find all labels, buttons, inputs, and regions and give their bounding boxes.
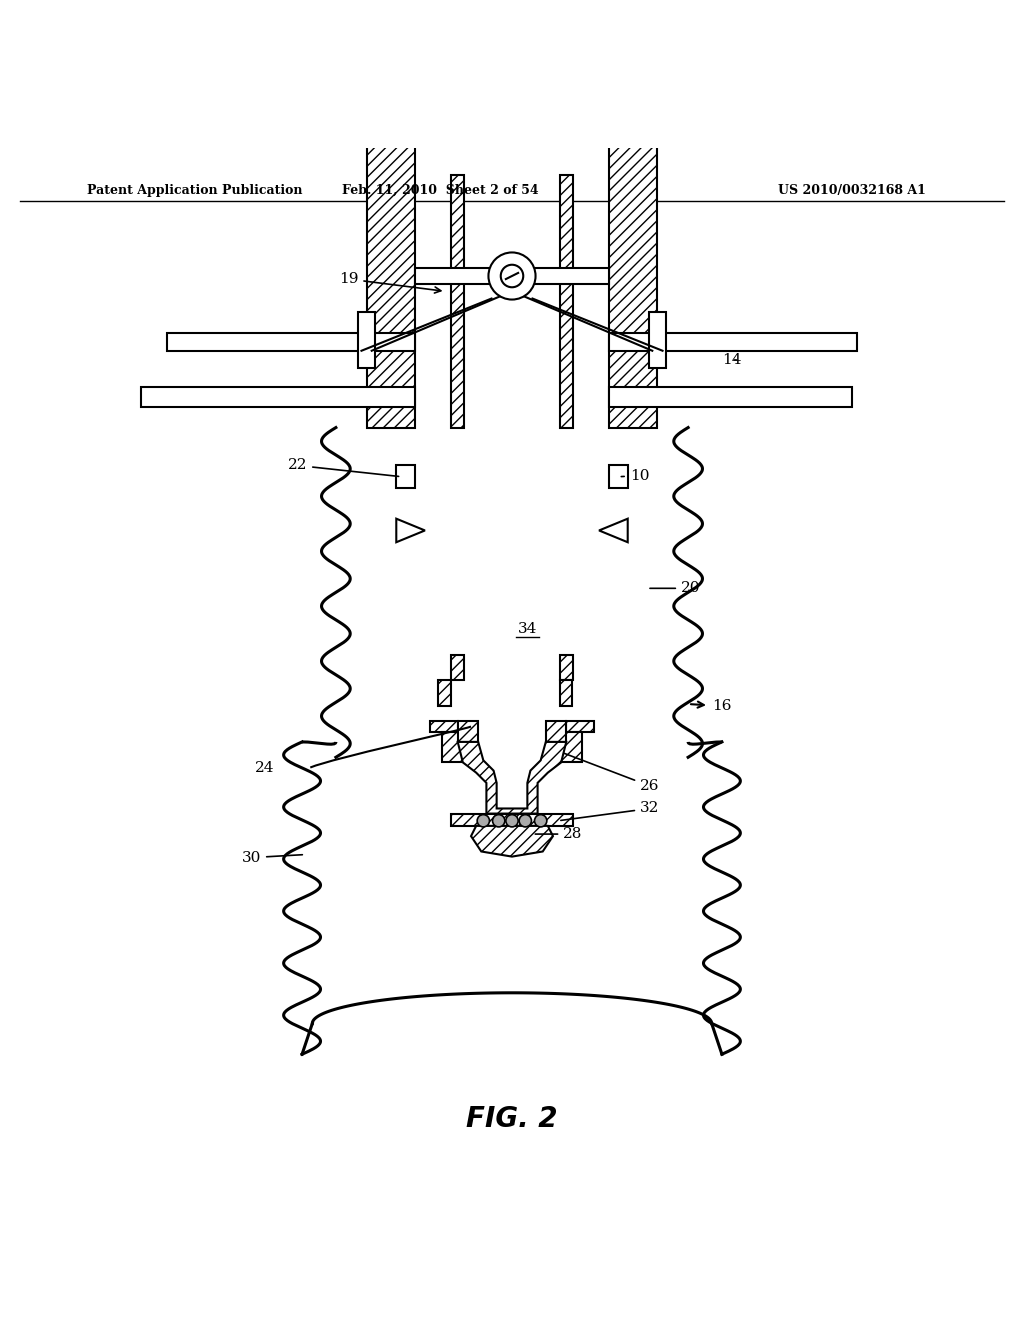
Bar bbox=[367, 133, 415, 428]
Bar bbox=[430, 722, 458, 731]
Text: 24: 24 bbox=[255, 760, 274, 775]
Circle shape bbox=[535, 814, 547, 826]
Bar bbox=[560, 655, 573, 681]
Polygon shape bbox=[471, 826, 553, 857]
Bar bbox=[566, 722, 594, 731]
Bar bbox=[649, 312, 666, 368]
Bar bbox=[561, 731, 582, 763]
Text: 28: 28 bbox=[536, 828, 583, 841]
Text: FIG. 2: FIG. 2 bbox=[466, 1105, 558, 1133]
Bar bbox=[442, 731, 463, 763]
Bar bbox=[609, 466, 628, 488]
Bar bbox=[458, 722, 478, 742]
Bar bbox=[396, 466, 415, 488]
Bar bbox=[609, 334, 857, 351]
Text: 20: 20 bbox=[650, 581, 700, 595]
Bar bbox=[609, 133, 657, 428]
Bar bbox=[415, 268, 609, 284]
Bar bbox=[396, 466, 415, 488]
Circle shape bbox=[519, 814, 531, 826]
Text: 30: 30 bbox=[242, 850, 302, 865]
Text: Patent Application Publication: Patent Application Publication bbox=[87, 183, 302, 197]
Text: 26: 26 bbox=[564, 754, 659, 793]
Text: 14: 14 bbox=[722, 352, 741, 367]
Bar bbox=[451, 655, 464, 681]
Text: Feb. 11, 2010  Sheet 2 of 54: Feb. 11, 2010 Sheet 2 of 54 bbox=[342, 183, 539, 197]
Bar bbox=[451, 174, 464, 428]
Bar bbox=[451, 813, 573, 826]
Bar bbox=[560, 174, 573, 428]
Circle shape bbox=[477, 814, 489, 826]
Bar bbox=[167, 334, 415, 351]
Circle shape bbox=[506, 814, 518, 826]
Text: 22: 22 bbox=[288, 458, 398, 477]
Polygon shape bbox=[458, 742, 566, 813]
Circle shape bbox=[493, 814, 505, 826]
Bar bbox=[609, 387, 852, 407]
Text: 32: 32 bbox=[561, 801, 659, 821]
Bar bbox=[141, 387, 415, 407]
Polygon shape bbox=[396, 519, 425, 543]
Bar bbox=[358, 312, 375, 368]
Text: US 2010/0032168 A1: US 2010/0032168 A1 bbox=[778, 183, 926, 197]
Bar bbox=[609, 466, 628, 488]
Bar bbox=[438, 681, 451, 706]
Text: 16: 16 bbox=[691, 700, 731, 713]
Circle shape bbox=[488, 252, 536, 300]
Text: 19: 19 bbox=[339, 272, 441, 293]
Polygon shape bbox=[599, 519, 628, 543]
Bar bbox=[546, 722, 566, 742]
Text: 34: 34 bbox=[518, 622, 537, 636]
Bar bbox=[560, 681, 572, 706]
Text: 10: 10 bbox=[622, 469, 649, 483]
